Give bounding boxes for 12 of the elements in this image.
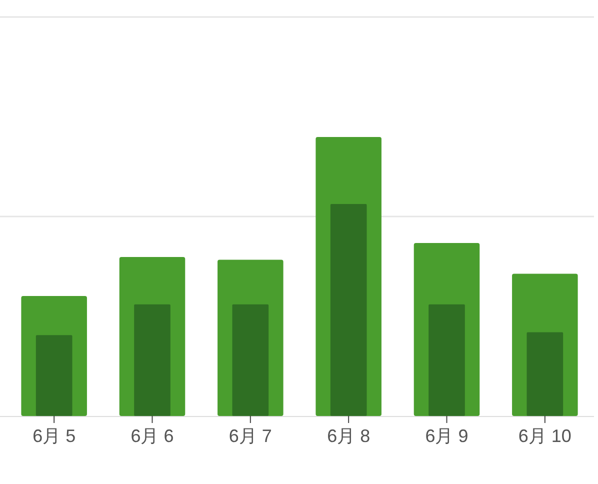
x-tick-label: 6月 5: [32, 426, 76, 446]
bar: [232, 304, 269, 416]
bar: [526, 332, 564, 416]
x-tick-label: 6月 8: [327, 426, 370, 446]
x-tick-label: 6月 7: [228, 426, 272, 446]
bar: [134, 304, 170, 416]
bar: [36, 335, 72, 416]
x-tick-label: 6月 10: [518, 426, 572, 446]
x-tick-label: 6月 9: [425, 426, 468, 446]
bar: [330, 204, 367, 416]
x-tick-label: 6月 6: [130, 426, 174, 446]
bar: [428, 304, 465, 416]
